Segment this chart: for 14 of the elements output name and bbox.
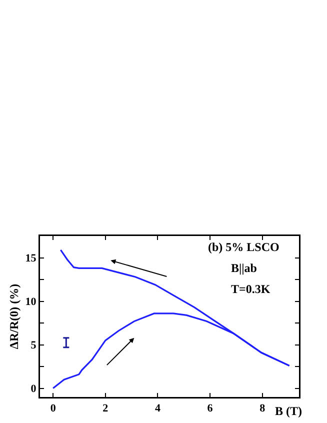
x-tick-label: 0 (50, 402, 56, 415)
x-tick-label: 2 (102, 402, 109, 415)
y-tick-label: 15 (25, 252, 37, 265)
annotation: T=0.3K (231, 282, 271, 296)
annotation: B||ab (231, 261, 258, 275)
x-tick-label: 6 (207, 402, 214, 415)
y-axis-title: ΔR/R(0) (%) (6, 284, 21, 350)
x-tick-label: 4 (154, 402, 161, 415)
y-tick-label: 0 (30, 383, 37, 396)
x-axis-title: B (T) (275, 404, 302, 418)
annotation: (b) 5% LSCO (208, 240, 280, 254)
y-tick-label: 5 (30, 340, 37, 352)
y-tick-label: 10 (25, 296, 37, 308)
x-tick-label: 8 (260, 402, 266, 415)
